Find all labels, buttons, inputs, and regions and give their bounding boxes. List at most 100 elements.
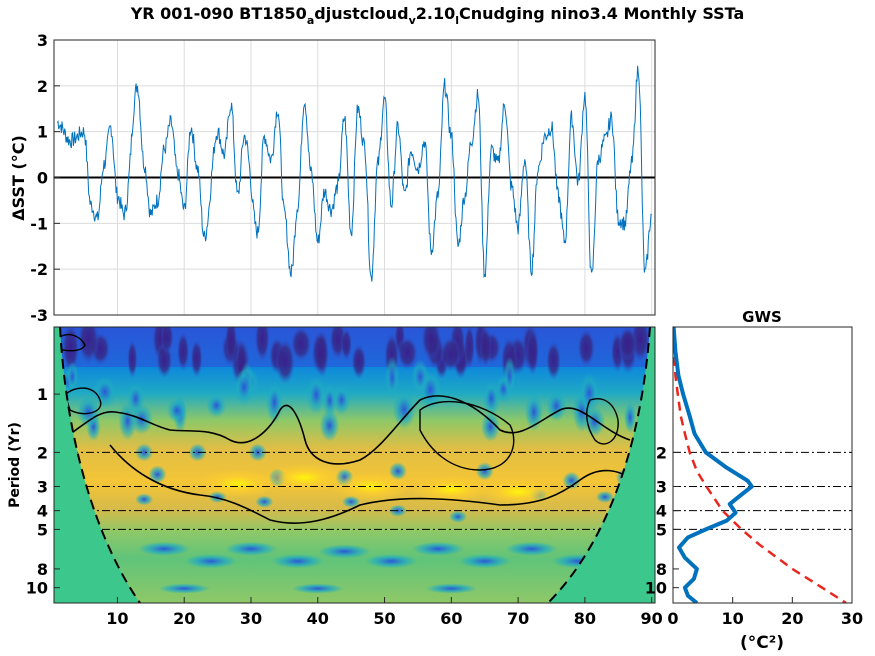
wavelet-high-power-region: [478, 477, 559, 506]
wavelet-mid-power-spot: [206, 393, 227, 418]
gws-tick-label-y: 8: [656, 560, 667, 579]
wavelet-mid-power-spot: [385, 355, 400, 400]
wavelet-mid-power-spot: [76, 396, 101, 428]
wavelet-mid-power-spot: [166, 398, 187, 423]
significance-contour-right: [586, 398, 619, 445]
title-text: 2.10: [415, 4, 456, 23]
wavelet-mid-power-spot: [449, 510, 468, 523]
wavelet-low-power-spot: [271, 554, 324, 569]
wavelet-mid-power-spot: [392, 390, 416, 429]
timeseries-tick-label-y: 1: [37, 123, 48, 142]
gws-reference-lines: [673, 451, 852, 530]
wavelet-low-power-spot: [463, 327, 475, 371]
wavelet-low-power-spot: [425, 583, 478, 594]
wavelet-mid-power-spot: [66, 361, 79, 393]
wavelet-mid-power-spot: [623, 401, 637, 434]
cone-of-influence-left: [54, 327, 140, 603]
wavelet-low-power-spot: [190, 338, 203, 378]
gws-spectrum-curve: [673, 327, 754, 603]
wavelet-tick-label-x: 60: [440, 609, 462, 628]
significance-contour-top: [56, 333, 86, 352]
wavelet-low-power-spot: [351, 343, 367, 380]
gws-tick-label-x: 0: [667, 609, 678, 628]
wavelet-high-power-region: [264, 463, 345, 492]
wavelet-mid-power-spot: [306, 375, 327, 415]
wavelet-tick-label-y: 2: [37, 443, 48, 462]
gws-tick-label-x: 30: [841, 609, 863, 628]
wavelet-low-power-spot: [318, 544, 371, 559]
wavelet-high-power-region: [411, 475, 492, 504]
title-text: djustcloud: [314, 4, 409, 23]
wavelet-low-power-spot: [138, 541, 191, 556]
wavelet-mid-power-spot: [503, 356, 516, 396]
wavelet-low-power-spot: [440, 335, 462, 372]
timeseries-y-ticks: -3 -2 -1 0 1 2 3: [30, 31, 60, 325]
wavelet-low-power-spot: [421, 327, 442, 361]
wavelet-low-power-spot: [458, 554, 511, 569]
significance-contour-upper-left: [64, 387, 102, 415]
wavelet-tick-label-x: 70: [507, 609, 529, 628]
wavelet-low-power-spot: [618, 327, 638, 361]
wavelet-low-power-spot: [577, 328, 596, 368]
wavelet-low-power-spot: [526, 328, 539, 376]
wavelet-tick-label-x: 40: [307, 609, 329, 628]
timeseries-panel: -3 -2 -1 0 1 2 3 ΔSST (°C): [9, 31, 656, 325]
wavelet-low-power-spot: [127, 339, 138, 378]
wavelet-low-power-spot: [396, 336, 418, 370]
gws-x-ticks: 0 10 20 30: [667, 597, 863, 628]
wavelet-mid-power-spot: [93, 375, 117, 408]
wavelet-mid-power-spot: [188, 443, 207, 462]
timeseries-tick-label-y: 0: [37, 169, 48, 188]
wavelet-mid-power-spot: [135, 443, 154, 462]
wavelet-mid-power-spot: [562, 471, 581, 490]
wavelet-mid-power-spot: [234, 368, 255, 406]
chart-title: YR 001-090 BT1850adjustcloudv2.10lCnudgi…: [0, 4, 875, 27]
wavelet-low-power-spot: [479, 327, 492, 368]
wavelet-low-power-spot: [77, 327, 100, 365]
wavelet-mid-power-spot: [322, 383, 338, 418]
wavelet-low-power-spot: [290, 327, 312, 362]
wavelet-low-power-spot: [291, 583, 344, 594]
wavelet-mid-power-spot: [579, 372, 600, 415]
timeseries-tick-label-y: -1: [30, 214, 48, 233]
wavelet-tick-label-y: 4: [37, 502, 48, 521]
wavelet-tick-label-x: 20: [173, 609, 195, 628]
wavelet-mid-power-spot: [255, 495, 274, 508]
wavelet-tick-label-x: 30: [240, 609, 262, 628]
wavelet-mid-power-spot: [481, 411, 500, 442]
significance-contour-lower: [109, 444, 633, 524]
wavelet-low-power-spot: [340, 327, 353, 361]
significance-contour-main: [61, 395, 631, 465]
gws-x-label: (°C²): [740, 633, 784, 653]
wavelet-mid-power-spot: [135, 493, 154, 506]
wavelet-low-power-spot: [545, 340, 562, 380]
significance-contour-mid-right: [419, 400, 515, 471]
wavelet-tick-label-y: 10: [26, 579, 48, 598]
title-text: Cnudging nino3.4 Monthly SSTa: [459, 4, 745, 23]
wavelet-tick-label-x: 10: [106, 609, 128, 628]
cone-of-influence-right: [548, 327, 655, 603]
cone-of-influence-boundary-right: [547, 327, 651, 603]
wavelet-low-power-spot: [275, 338, 296, 385]
wavelet-low-power-spot: [158, 583, 211, 594]
reference-period-lines: [54, 451, 655, 530]
title-subscript: v: [408, 14, 416, 27]
wavelet-low-power-spot: [225, 327, 237, 364]
wavelet-low-power-spot: [184, 554, 237, 569]
wavelet-mid-power-spot: [148, 465, 167, 484]
wavelet-y-label: Period (Yr): [7, 422, 23, 508]
gws-title: GWS: [742, 308, 782, 326]
gws-tick-label-y: 4: [656, 502, 667, 521]
timeseries-y-label: ΔSST (°C): [9, 135, 28, 221]
wavelet-tick-label-x: 50: [373, 609, 395, 628]
wavelet-x-ticks: 10 20 30 40 50 60 70 80 90: [106, 597, 663, 628]
wavelet-mid-power-spot: [546, 390, 567, 422]
wavelet-low-power-spot: [411, 541, 464, 556]
gws-tick-label-y: 2: [656, 443, 667, 462]
gws-axes-bg: [673, 327, 852, 603]
wavelet-tick-label-y: 1: [37, 385, 48, 404]
gws-tick-label-x: 20: [781, 609, 803, 628]
